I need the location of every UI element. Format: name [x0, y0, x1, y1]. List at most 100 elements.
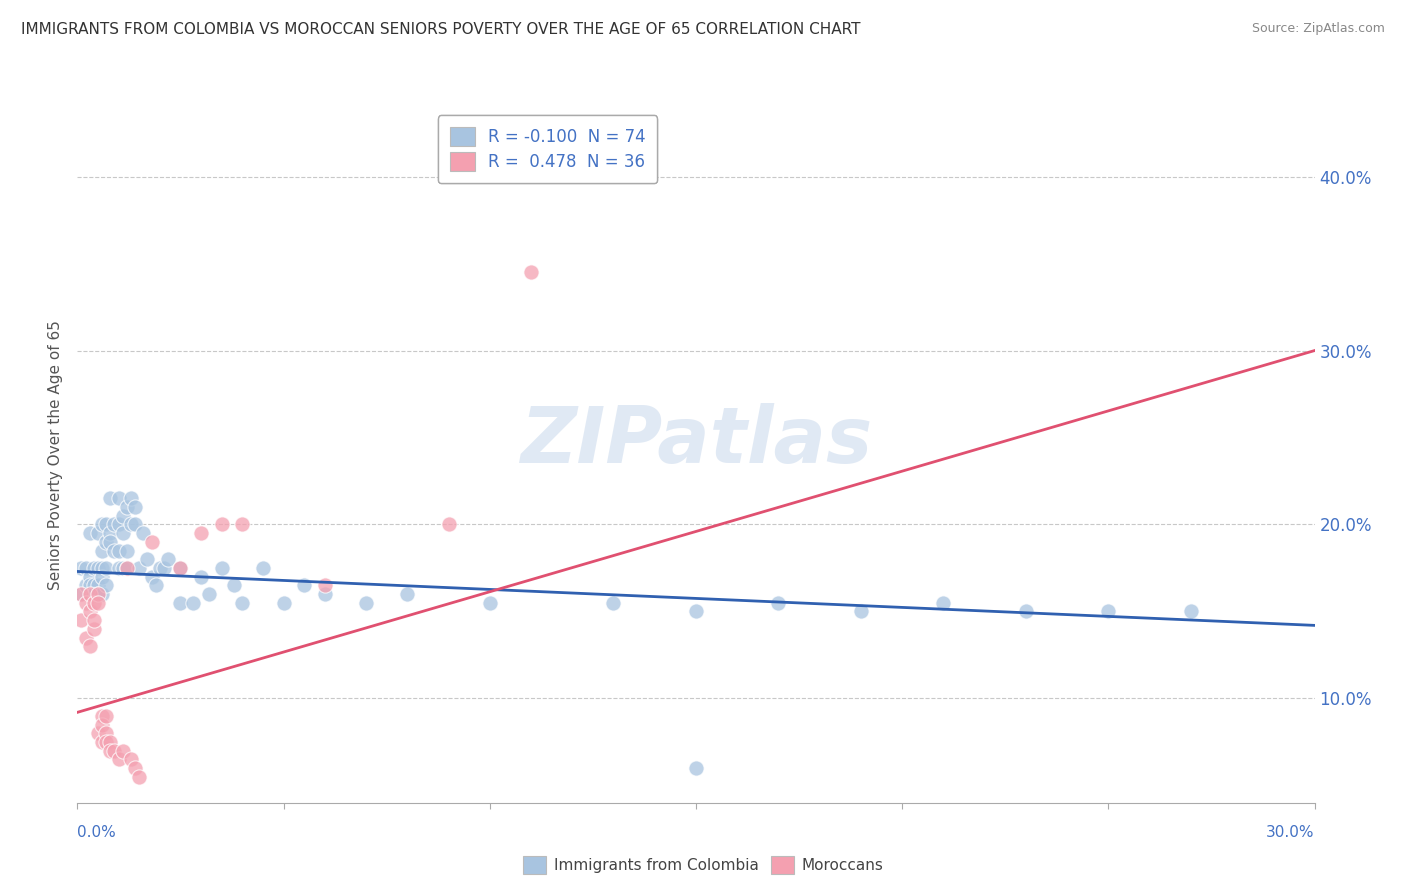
- Point: [83, 622, 105, 636]
- Point: [478, 596, 501, 610]
- Point: [115, 543, 138, 558]
- Point: [132, 526, 155, 541]
- Point: [79, 578, 101, 592]
- Point: [120, 752, 142, 766]
- Point: [115, 561, 138, 575]
- Point: [91, 587, 114, 601]
- Point: [124, 500, 146, 514]
- Point: [273, 596, 295, 610]
- Text: ZIPatlas: ZIPatlas: [520, 403, 872, 479]
- Point: [91, 561, 114, 575]
- Point: [149, 561, 172, 575]
- Point: [145, 578, 167, 592]
- Point: [91, 543, 114, 558]
- Point: [437, 517, 460, 532]
- Point: [96, 735, 118, 749]
- Point: [98, 534, 121, 549]
- Point: [124, 517, 146, 532]
- Point: [87, 587, 110, 601]
- Legend: Immigrants from Colombia, Moroccans: Immigrants from Colombia, Moroccans: [517, 850, 889, 880]
- Point: [83, 587, 105, 601]
- Point: [79, 526, 101, 541]
- Point: [141, 570, 163, 584]
- Point: [75, 561, 97, 575]
- Point: [96, 726, 118, 740]
- Point: [107, 491, 129, 506]
- Point: [932, 596, 955, 610]
- Point: [103, 517, 125, 532]
- Point: [91, 708, 114, 723]
- Text: IMMIGRANTS FROM COLOMBIA VS MOROCCAN SENIORS POVERTY OVER THE AGE OF 65 CORRELAT: IMMIGRANTS FROM COLOMBIA VS MOROCCAN SEN…: [21, 22, 860, 37]
- Point: [107, 543, 129, 558]
- Point: [103, 543, 125, 558]
- Point: [602, 596, 624, 610]
- Point: [1097, 605, 1119, 619]
- Point: [111, 508, 134, 523]
- Point: [91, 517, 114, 532]
- Point: [292, 578, 315, 592]
- Point: [169, 596, 191, 610]
- Point: [87, 587, 110, 601]
- Point: [111, 526, 134, 541]
- Point: [87, 526, 110, 541]
- Point: [96, 561, 118, 575]
- Point: [128, 561, 150, 575]
- Point: [75, 631, 97, 645]
- Y-axis label: Seniors Poverty Over the Age of 65: Seniors Poverty Over the Age of 65: [48, 320, 63, 590]
- Point: [87, 561, 110, 575]
- Point: [198, 587, 221, 601]
- Point: [83, 561, 105, 575]
- Point: [79, 570, 101, 584]
- Point: [98, 735, 121, 749]
- Point: [107, 517, 129, 532]
- Point: [83, 596, 105, 610]
- Point: [190, 526, 212, 541]
- Point: [169, 561, 191, 575]
- Point: [120, 517, 142, 532]
- Point: [1015, 605, 1038, 619]
- Point: [685, 605, 707, 619]
- Point: [70, 613, 93, 627]
- Point: [169, 561, 191, 575]
- Point: [96, 708, 118, 723]
- Point: [96, 578, 118, 592]
- Point: [103, 744, 125, 758]
- Point: [190, 570, 212, 584]
- Point: [111, 561, 134, 575]
- Point: [115, 500, 138, 514]
- Point: [1180, 605, 1202, 619]
- Point: [314, 587, 336, 601]
- Point: [70, 587, 93, 601]
- Point: [520, 265, 543, 279]
- Point: [222, 578, 245, 592]
- Point: [124, 761, 146, 775]
- Point: [79, 587, 101, 601]
- Point: [83, 578, 105, 592]
- Point: [252, 561, 274, 575]
- Point: [128, 770, 150, 784]
- Point: [107, 561, 129, 575]
- Point: [96, 534, 118, 549]
- Point: [87, 726, 110, 740]
- Text: 30.0%: 30.0%: [1267, 825, 1315, 840]
- Point: [153, 561, 176, 575]
- Point: [231, 596, 253, 610]
- Point: [98, 491, 121, 506]
- Point: [96, 517, 118, 532]
- Point: [83, 613, 105, 627]
- Point: [685, 761, 707, 775]
- Point: [111, 744, 134, 758]
- Point: [157, 552, 180, 566]
- Text: 0.0%: 0.0%: [77, 825, 117, 840]
- Point: [75, 578, 97, 592]
- Point: [115, 561, 138, 575]
- Point: [211, 561, 233, 575]
- Point: [79, 639, 101, 653]
- Point: [768, 596, 790, 610]
- Point: [136, 552, 159, 566]
- Point: [120, 491, 142, 506]
- Point: [91, 717, 114, 731]
- Point: [141, 534, 163, 549]
- Point: [91, 570, 114, 584]
- Point: [354, 596, 377, 610]
